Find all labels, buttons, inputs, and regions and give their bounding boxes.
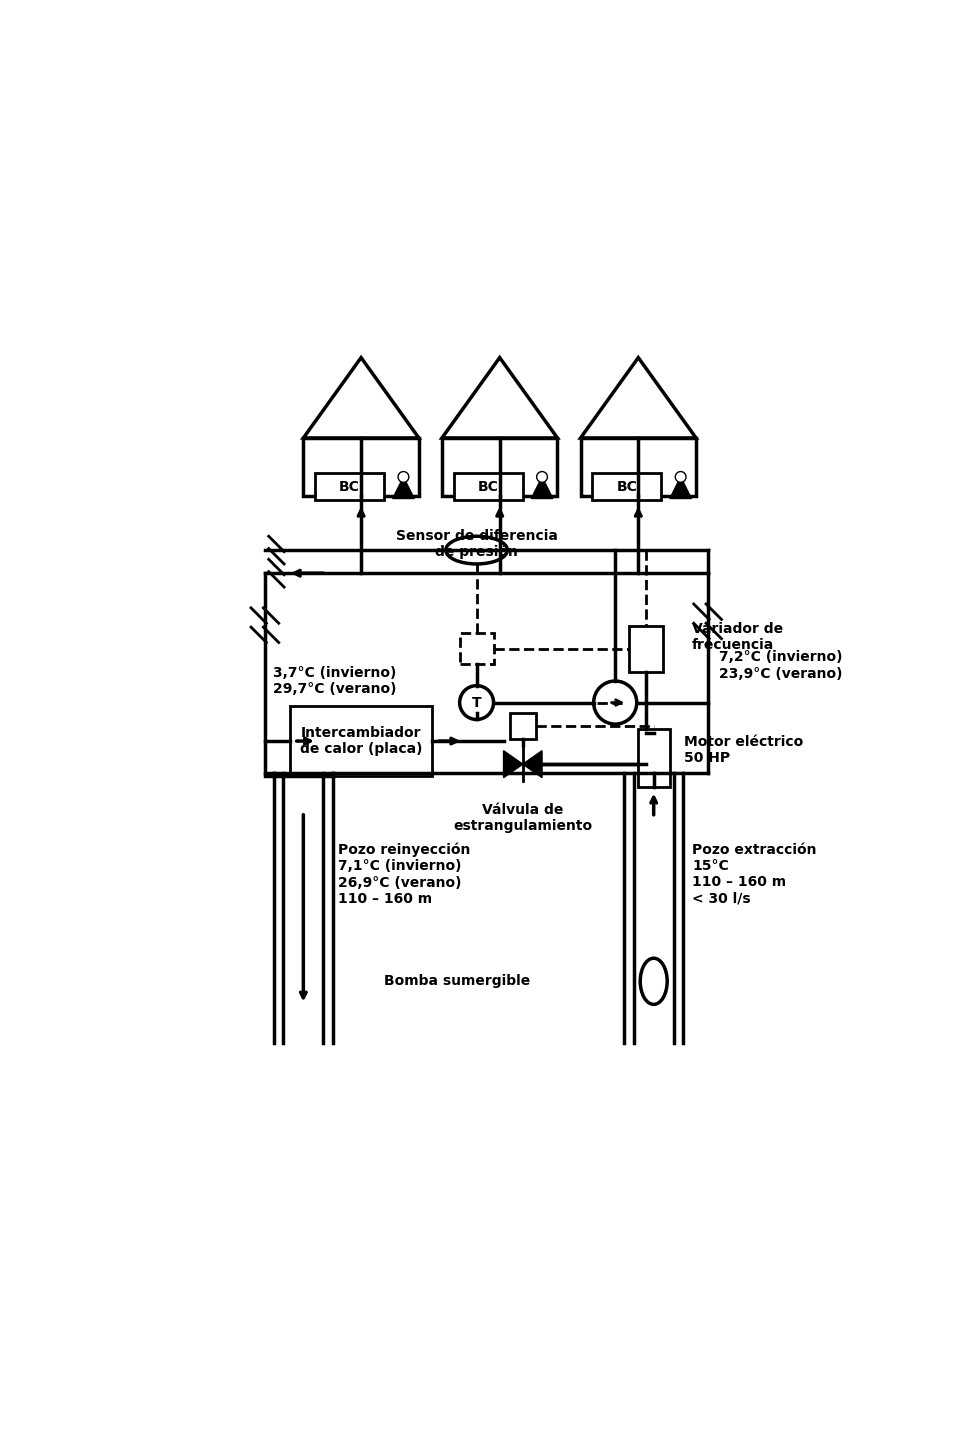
Text: BC: BC [616,480,637,494]
Circle shape [675,471,686,482]
Text: BC: BC [339,480,360,494]
Bar [442,438,558,497]
Bar [315,474,384,500]
Bar [629,625,663,671]
Text: 7,2°C (invierno)
23,9°C (verano): 7,2°C (invierno) 23,9°C (verano) [719,651,843,681]
Bar [460,634,493,664]
Bar [581,438,696,497]
Circle shape [537,471,547,482]
Text: Bomba sumergible: Bomba sumergible [384,975,531,988]
Text: Intercambiador
de calor (placa): Intercambiador de calor (placa) [300,726,422,756]
Text: BC: BC [478,480,498,494]
Polygon shape [531,477,553,498]
Circle shape [460,685,493,720]
Text: Sensor de diferencia
de presión: Sensor de diferencia de presión [396,528,558,559]
Polygon shape [504,750,523,778]
Polygon shape [523,750,542,778]
Text: Pozo extracción
15°C
110 – 160 m
< 30 l/s: Pozo extracción 15°C 110 – 160 m < 30 l/… [692,842,817,906]
Polygon shape [393,477,414,498]
Text: Pozo reinyección
7,1°C (invierno)
26,9°C (verano)
110 – 160 m: Pozo reinyección 7,1°C (invierno) 26,9°C… [338,842,470,906]
Bar [592,474,661,500]
Bar [303,438,419,497]
Text: Motor eléctrico
50 HP: Motor eléctrico 50 HP [684,736,804,766]
Text: T: T [471,696,481,710]
Bar [637,729,670,786]
Text: Válvula de
estrangulamiento: Válvula de estrangulamiento [453,802,592,832]
Text: 3,7°C (invierno)
29,7°C (verano): 3,7°C (invierno) 29,7°C (verano) [273,665,396,696]
Circle shape [398,471,409,482]
Bar [510,713,536,739]
Circle shape [593,681,636,724]
Ellipse shape [640,958,667,1005]
Polygon shape [670,477,691,498]
Bar [290,707,432,776]
Text: Variador de
frecuencia: Variador de frecuencia [692,622,783,652]
Ellipse shape [445,536,508,564]
Bar [453,474,523,500]
